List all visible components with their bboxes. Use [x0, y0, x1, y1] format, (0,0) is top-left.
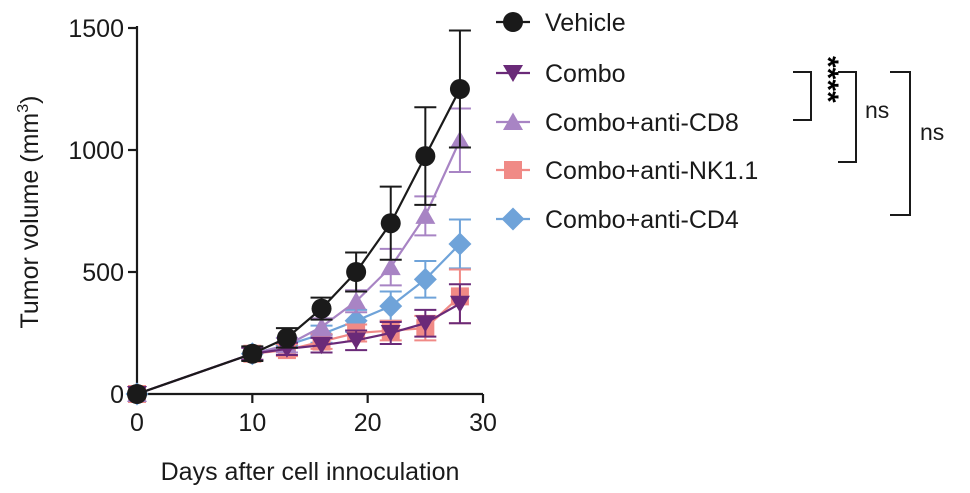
data-point [346, 291, 367, 310]
data-point [449, 295, 470, 313]
series-combo-anti-cd4 [125, 218, 472, 406]
legend-label: Combo+anti-NK1.1 [545, 157, 758, 185]
data-point [346, 262, 367, 282]
data-point [504, 161, 522, 179]
legend-label: Combo [545, 60, 626, 88]
data-point [276, 327, 297, 348]
data-point [311, 317, 332, 335]
y-tick-label: 500 [82, 259, 124, 287]
legend-label: Vehicle [545, 9, 626, 37]
significance-stars: **** [811, 56, 844, 103]
y-axis-title-sup: 3 [15, 104, 32, 113]
series-layer [125, 29, 472, 406]
legend-label: Combo+anti-CD8 [545, 109, 739, 137]
x-tick-label: 0 [130, 409, 144, 437]
series-line [136, 295, 461, 396]
legend-item: Combo+anti-NK1.1 [496, 157, 758, 185]
data-point [503, 65, 523, 82]
y-tick-label: 1000 [68, 137, 124, 165]
axes: 0 500 1000 1500 0 10 20 30 [68, 15, 497, 437]
significance-ns-nk: ns [865, 97, 889, 123]
y-tick-label: 1500 [68, 15, 124, 43]
data-point [380, 257, 401, 276]
y-tick-label: 0 [110, 381, 124, 409]
x-axis-title: Days after cell innoculation [161, 458, 460, 486]
data-point [380, 213, 401, 234]
significance-brackets: **** ns ns [793, 56, 944, 216]
data-point [501, 207, 525, 231]
legend-label: Combo+anti-CD4 [545, 206, 739, 234]
series-line [136, 139, 461, 396]
bracket-combo-cd8 [793, 71, 812, 121]
series-line [136, 243, 461, 396]
bracket-combo-nk [838, 71, 857, 163]
series-vehicle [127, 29, 471, 404]
x-tick-label: 20 [354, 409, 382, 437]
bracket-combo-cd4 [890, 71, 911, 216]
data-point [449, 79, 470, 99]
data-point [311, 298, 332, 319]
data-point [413, 267, 437, 291]
data-point [242, 343, 263, 364]
legend-item: Combo+anti-CD8 [496, 109, 739, 137]
data-point [127, 384, 147, 404]
data-point [503, 112, 523, 130]
data-point [379, 294, 403, 318]
significance-ns-cd4: ns [920, 119, 944, 145]
data-point [415, 315, 436, 333]
y-axis-title-close: ) [16, 96, 44, 104]
legend-item: Combo+anti-CD4 [496, 206, 739, 234]
data-point [311, 337, 332, 355]
series-combo [127, 283, 471, 403]
data-point [380, 325, 401, 342]
data-point [415, 146, 436, 167]
data-point [415, 206, 436, 224]
legend-item: Vehicle [496, 9, 626, 37]
data-point [448, 232, 472, 256]
y-axis-title-main: Tumor volume (mm [16, 113, 44, 329]
x-tick-label: 10 [238, 409, 266, 437]
y-axis-title: Tumor volume (mm3) [15, 96, 44, 329]
data-point [503, 12, 523, 32]
series-line [136, 302, 461, 396]
legend: Vehicle Combo Combo+anti-CD8 Combo+anti-NK1… [496, 9, 758, 234]
data-point [346, 332, 367, 350]
legend-item: Combo [496, 60, 626, 88]
plot-area: 0 500 1000 1500 0 10 20 30 [68, 15, 497, 437]
x-tick-label: 30 [469, 409, 497, 437]
